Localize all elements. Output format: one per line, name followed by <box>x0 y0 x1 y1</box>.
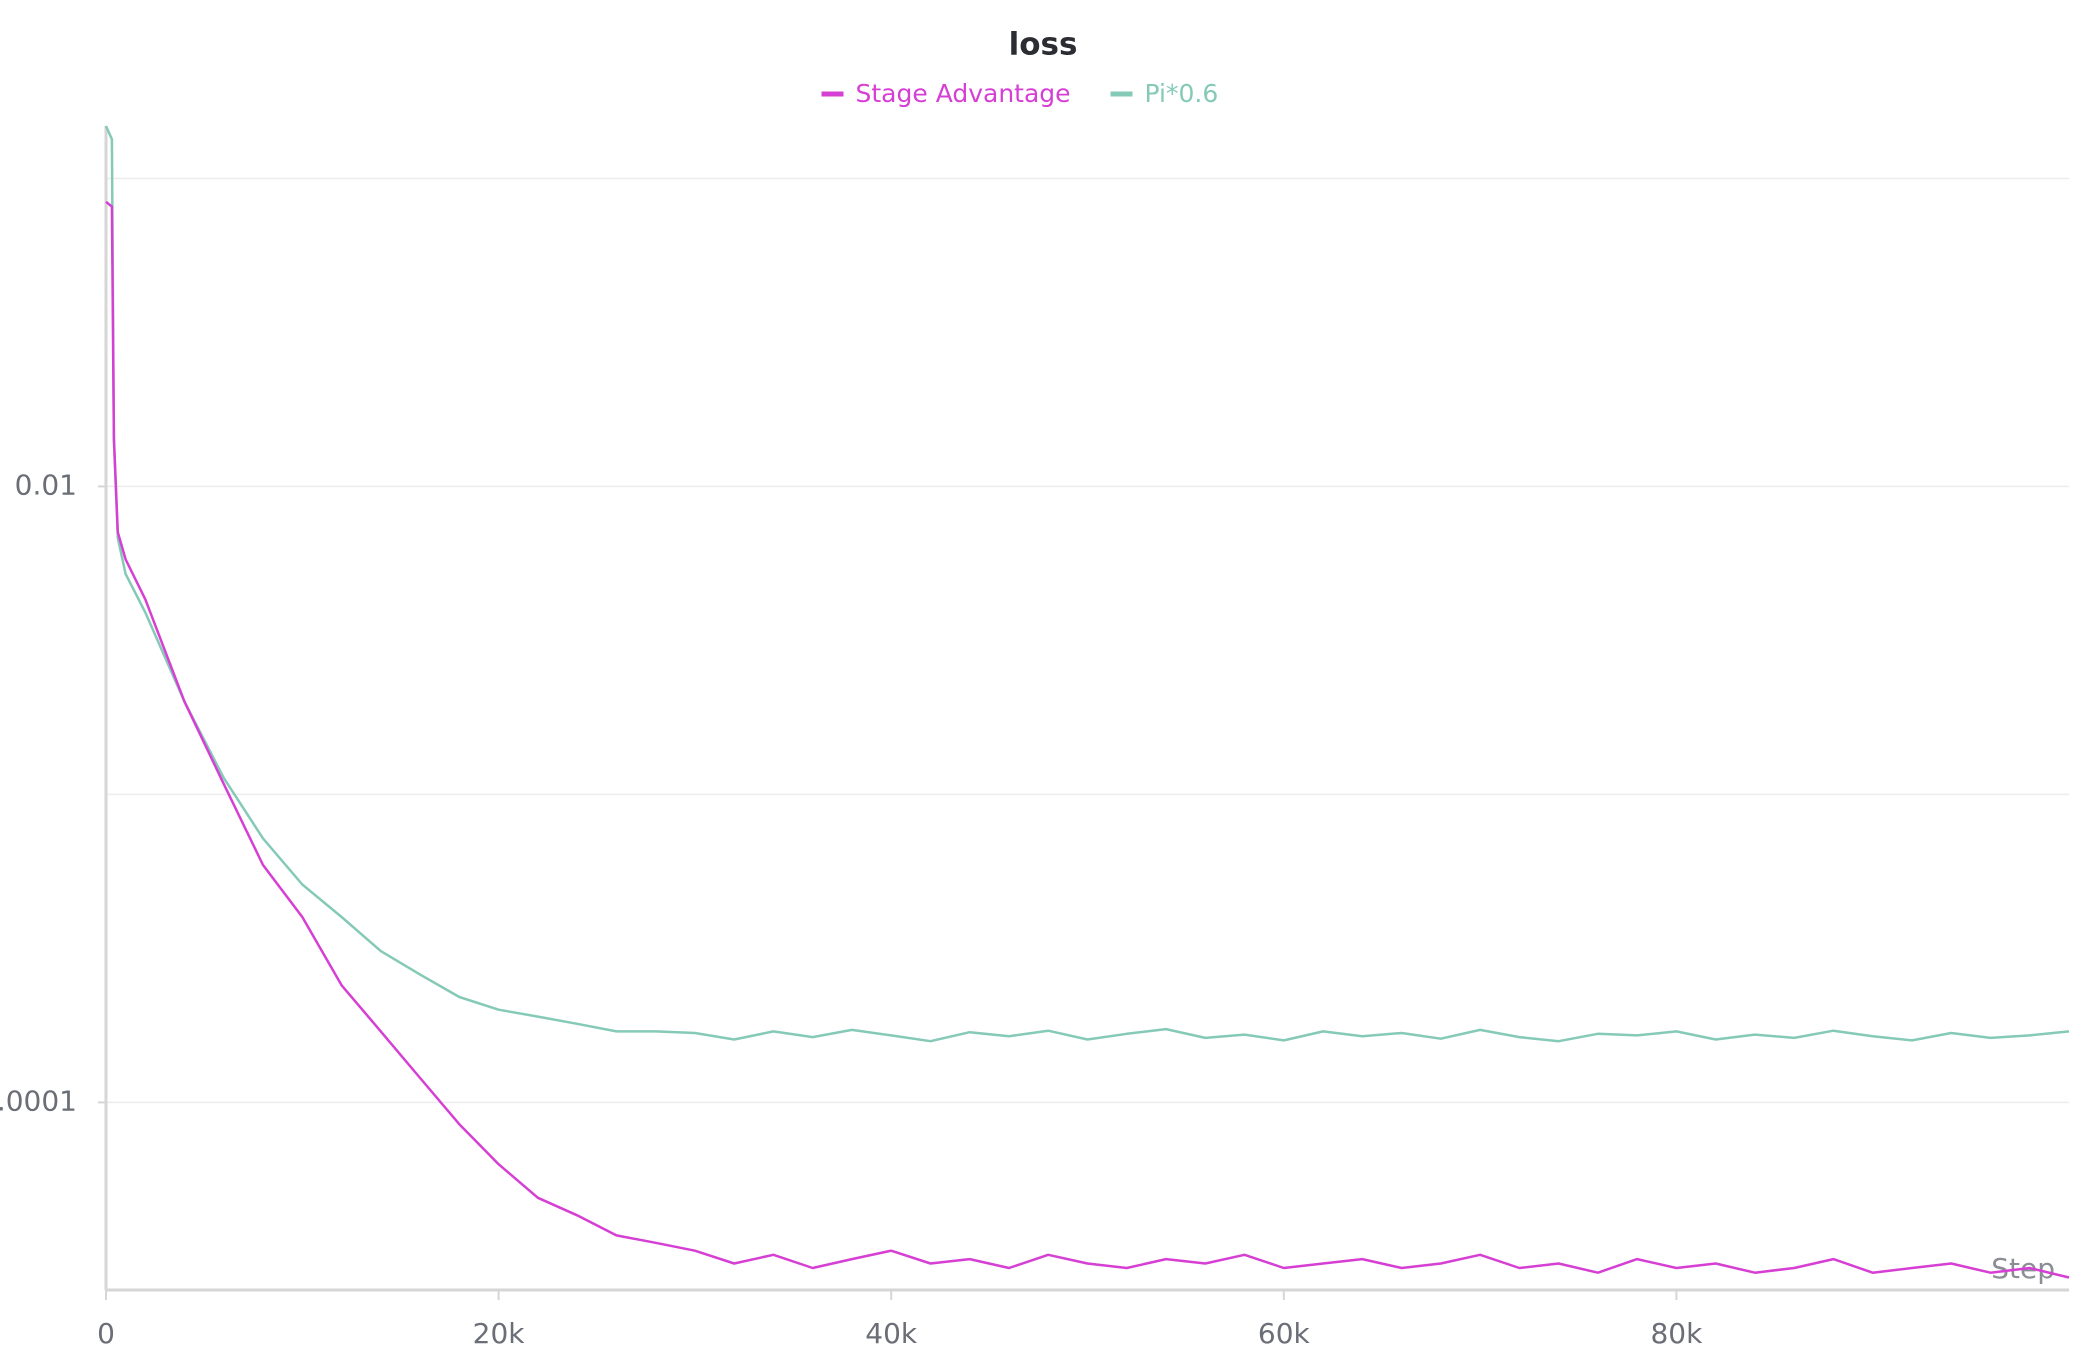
x-tick-label: 0 <box>97 1317 115 1350</box>
series-line <box>104 125 2070 1043</box>
chart-title: loss <box>1009 27 1078 63</box>
legend-label: Pi*0.6 <box>1145 79 1219 108</box>
x-tick-label: 60k <box>1258 1317 1311 1350</box>
legend-label: Stage Advantage <box>856 79 1071 108</box>
x-tick-label: 40k <box>865 1317 918 1350</box>
x-tick-label: 80k <box>1650 1317 1703 1350</box>
x-tick-label: 20k <box>473 1317 526 1350</box>
y-tick-label: 0.0001 <box>0 1084 77 1117</box>
series-line <box>105 200 2070 1279</box>
y-tick-label: 0.01 <box>15 468 77 501</box>
